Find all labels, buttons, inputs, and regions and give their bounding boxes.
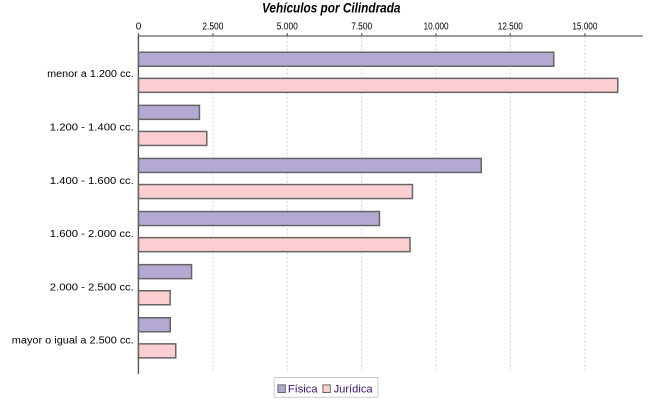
svg-text:0: 0 <box>136 21 142 32</box>
svg-text:menor a 1.200 cc.: menor a 1.200 cc. <box>47 69 134 80</box>
svg-text:2.500: 2.500 <box>202 21 223 32</box>
svg-text:Jurídica: Jurídica <box>334 384 374 396</box>
svg-text:1.400 - 1.600 cc.: 1.400 - 1.600 cc. <box>50 176 134 187</box>
svg-text:1.200 - 1.400 cc.: 1.200 - 1.400 cc. <box>50 122 134 133</box>
svg-text:15.000: 15.000 <box>572 21 597 32</box>
svg-text:mayor o igual a 2.500 cc.: mayor o igual a 2.500 cc. <box>12 336 134 347</box>
svg-text:Vehículos por Cilindrada: Vehículos por Cilindrada <box>262 0 401 16</box>
svg-text:10.000: 10.000 <box>424 21 449 32</box>
svg-text:2.000 - 2.500 cc.: 2.000 - 2.500 cc. <box>50 283 134 294</box>
svg-text:5.000: 5.000 <box>277 21 298 32</box>
svg-text:Física: Física <box>288 384 318 396</box>
svg-text:12.500: 12.500 <box>498 21 523 32</box>
svg-text:1.600 - 2.000 cc.: 1.600 - 2.000 cc. <box>50 229 134 240</box>
svg-text:7.500: 7.500 <box>351 21 372 32</box>
